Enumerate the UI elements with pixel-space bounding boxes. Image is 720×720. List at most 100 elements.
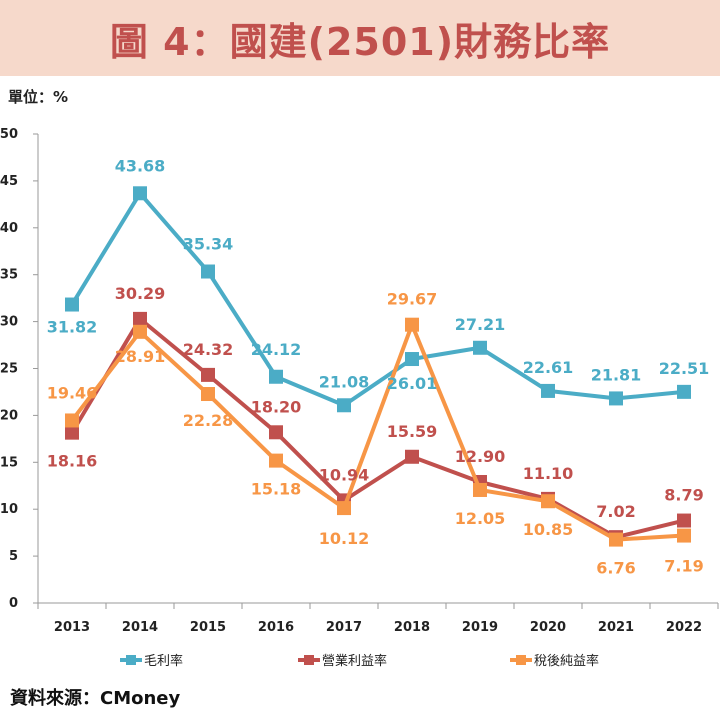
data-point-marker <box>609 532 623 547</box>
data-point-marker <box>269 369 283 384</box>
data-label: 18.20 <box>251 397 302 416</box>
data-point-marker <box>337 501 351 516</box>
data-label: 8.79 <box>664 486 703 505</box>
y-tick-label: 15 <box>0 455 18 470</box>
y-tick-label: 35 <box>0 268 18 283</box>
unit-label: 單位：% <box>8 88 69 106</box>
series-line <box>70 316 685 540</box>
data-point-marker <box>677 513 691 528</box>
y-tick-label: 20 <box>0 408 18 423</box>
data-label: 6.76 <box>596 559 635 578</box>
data-point-marker <box>677 384 691 399</box>
chart-legend: 毛利率 營業利益率 稅後純益率 <box>120 653 599 669</box>
x-tick-label: 2019 <box>462 620 498 635</box>
series-line <box>70 191 685 408</box>
data-label: 21.08 <box>319 372 370 391</box>
data-label: 10.85 <box>523 520 574 539</box>
x-tick-label: 2020 <box>530 620 566 635</box>
chart-axes: 0 5 10 15 20 25 30 35 40 45 50 2013 2014 2015 2016 2017… <box>0 127 719 635</box>
data-label: 27.21 <box>455 315 506 334</box>
data-label: 10.94 <box>319 465 370 484</box>
data-label: 31.82 <box>47 318 98 337</box>
data-point-marker <box>405 317 419 332</box>
y-tick-label: 5 <box>9 549 18 564</box>
y-tick-label: 40 <box>0 221 18 236</box>
page-title: 圖 4：國建(2501)財務比率 <box>109 19 611 64</box>
legend-label: 稅後純益率 <box>534 653 599 669</box>
x-tick-label: 2014 <box>122 620 158 635</box>
data-point-marker <box>337 398 351 413</box>
y-tick-label: 30 <box>0 315 18 330</box>
data-point-marker <box>609 391 623 406</box>
legend-item: 營業利益率 <box>298 653 387 669</box>
series-1 <box>65 186 691 413</box>
data-point-marker <box>133 311 147 326</box>
data-label: 18.16 <box>47 452 98 471</box>
chart-series <box>65 186 691 547</box>
data-point-marker <box>473 340 487 355</box>
data-point-marker <box>133 324 147 339</box>
data-point-marker <box>133 186 147 201</box>
data-label: 19.46 <box>47 383 98 402</box>
legend-label: 毛利率 <box>144 653 183 669</box>
data-point-marker <box>473 482 487 497</box>
data-point-marker <box>201 367 215 382</box>
data-point-marker <box>65 297 79 312</box>
source-label: 資料來源：CMoney <box>10 688 181 709</box>
legend-item: 稅後純益率 <box>510 653 599 669</box>
legend-marker <box>304 655 314 665</box>
x-tick-label: 2016 <box>258 620 294 635</box>
x-tick-label: 2017 <box>326 620 362 635</box>
data-point-marker <box>405 352 419 367</box>
x-tick-label: 2021 <box>598 620 634 635</box>
data-point-marker <box>269 453 283 468</box>
data-point-marker <box>541 383 555 398</box>
data-point-marker <box>677 528 691 543</box>
data-label: 26.01 <box>387 374 438 393</box>
data-point-marker <box>65 425 79 440</box>
data-label: 21.81 <box>591 365 642 384</box>
data-label: 11.10 <box>523 464 574 483</box>
data-label: 24.12 <box>251 340 302 359</box>
title-bar: 圖 4：國建(2501)財務比率 <box>0 0 720 76</box>
data-point-marker <box>541 494 555 509</box>
data-label: 15.59 <box>387 422 438 441</box>
data-label: 28.91 <box>115 347 166 366</box>
data-label: 22.51 <box>659 359 710 378</box>
x-tick-label: 2022 <box>666 620 702 635</box>
data-label: 10.12 <box>319 529 370 548</box>
y-tick-label: 45 <box>0 174 18 189</box>
data-label: 24.32 <box>183 340 234 359</box>
series-line <box>70 322 685 542</box>
series-3 <box>65 317 691 547</box>
data-label: 12.05 <box>455 509 506 528</box>
y-tick-label: 25 <box>0 362 18 377</box>
data-label: 29.67 <box>387 290 438 309</box>
data-label: 43.68 <box>115 156 166 175</box>
y-tick-label: 0 <box>9 596 18 611</box>
data-point-marker <box>269 425 283 440</box>
legend-label: 營業利益率 <box>322 653 387 669</box>
y-tick-label: 10 <box>0 502 18 517</box>
legend-item: 毛利率 <box>120 653 183 669</box>
data-label: 12.90 <box>455 447 506 466</box>
data-point-marker <box>65 413 79 428</box>
legend-marker <box>126 655 136 665</box>
x-tick-label: 2013 <box>54 620 90 635</box>
data-point-marker <box>201 264 215 279</box>
chart-data-labels: 31.82 43.68 35.34 24.12 21.08 26.01 27.21 22.61… <box>47 156 710 577</box>
data-point-marker <box>201 387 215 402</box>
data-label: 22.61 <box>523 358 574 377</box>
data-label: 35.34 <box>183 235 234 254</box>
data-point-marker <box>405 449 419 464</box>
data-label: 7.02 <box>596 502 635 521</box>
legend-marker <box>516 655 526 665</box>
data-label: 7.19 <box>664 557 703 576</box>
data-label: 22.28 <box>183 411 234 430</box>
x-tick-label: 2015 <box>190 620 226 635</box>
data-label: 15.18 <box>251 480 302 499</box>
x-tick-label: 2018 <box>394 620 430 635</box>
y-tick-label: 50 <box>0 127 18 142</box>
data-label: 30.29 <box>115 284 166 303</box>
